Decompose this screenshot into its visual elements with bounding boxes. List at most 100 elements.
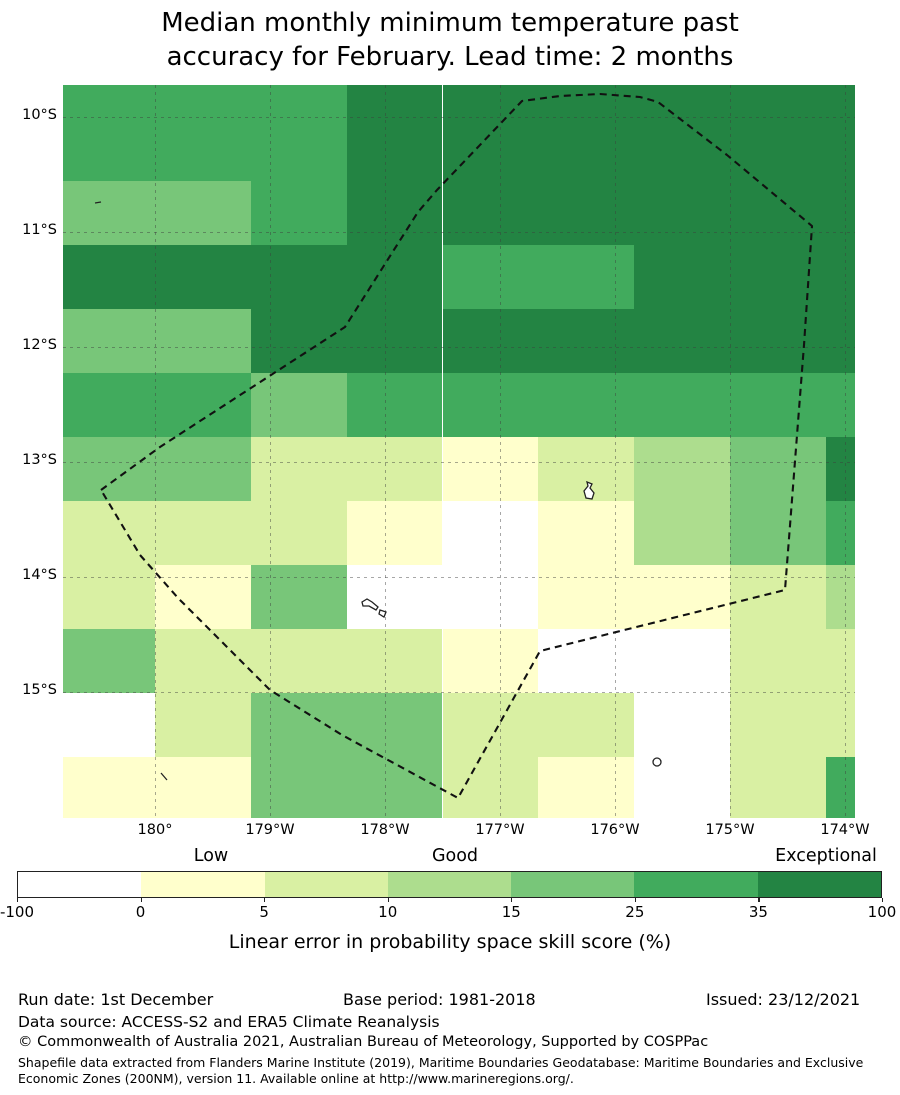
colorbar-category-label: Good	[431, 846, 479, 866]
map-canvas	[63, 85, 855, 818]
map-cell	[730, 501, 826, 565]
colorbar-tick-label: 0	[135, 903, 146, 921]
map-cell	[538, 693, 635, 757]
longitude-gridline	[385, 85, 386, 818]
colorbar-tick	[264, 898, 266, 902]
map-cell	[346, 85, 443, 117]
map-cell	[346, 565, 443, 629]
map-cell	[155, 565, 251, 629]
map-cell	[346, 373, 443, 437]
map-cell	[346, 309, 443, 373]
map-cell	[155, 309, 251, 373]
map-cell	[346, 181, 443, 245]
map-cell	[63, 757, 155, 818]
map-cell	[155, 629, 251, 693]
colorbar-axis-label: Linear error in probability space skill …	[228, 931, 672, 953]
colorbar	[17, 871, 882, 898]
map-cell	[250, 181, 347, 245]
map-cell	[730, 565, 826, 629]
map-cell	[825, 501, 855, 565]
x-tick-label: 174°W	[820, 822, 870, 838]
colorbar-tick	[634, 898, 637, 902]
map-cell	[155, 373, 251, 437]
map-cell	[346, 629, 443, 693]
map-cell	[346, 437, 443, 501]
colorbar-tick	[140, 898, 142, 902]
map-cell	[442, 437, 539, 501]
map-cell	[63, 245, 155, 309]
longitude-gridline	[845, 85, 846, 818]
map-cell	[155, 757, 251, 818]
footer-base-period: Base period: 1981-2018	[343, 990, 536, 1009]
longitude-gridline	[615, 85, 616, 818]
footer-shapefile-note: Shapefile data extracted from Flanders M…	[18, 1055, 864, 1086]
eez-overlay	[94, 92, 814, 800]
map-cell	[155, 501, 251, 565]
map-cell	[730, 373, 826, 437]
map-cell	[63, 85, 155, 117]
map-cell	[634, 309, 730, 373]
colorbar-segment	[511, 872, 635, 897]
map-cell	[155, 181, 251, 245]
page-title: Median monthly minimum temperature past …	[0, 6, 900, 74]
map-cell	[442, 693, 539, 757]
map-cell	[634, 565, 730, 629]
map-cell	[730, 757, 826, 818]
colorbar-category-label: Exceptional	[775, 846, 877, 866]
y-tick-label: 15°S	[22, 682, 57, 698]
longitude-gridline	[730, 85, 731, 818]
map-cell	[250, 629, 347, 693]
map-cell	[155, 693, 251, 757]
map-cell	[442, 373, 539, 437]
colorbar-segment	[141, 872, 265, 897]
map-cell	[250, 373, 347, 437]
map-cell	[825, 181, 855, 245]
x-tick-label: 177°W	[475, 822, 525, 838]
colorbar-segment	[634, 872, 758, 897]
map-cell	[250, 117, 347, 181]
map-cell	[250, 757, 347, 818]
map-cell	[825, 437, 855, 501]
map-cell	[155, 85, 251, 117]
map-cell	[442, 245, 539, 309]
map-cell	[63, 501, 155, 565]
colorbar-tick	[17, 898, 19, 902]
map-cell	[825, 245, 855, 309]
colorbar-tick-label: -100	[0, 903, 35, 921]
colorbar-segment	[264, 872, 388, 897]
map-cell	[442, 565, 539, 629]
map-cell	[538, 245, 635, 309]
colorbar-tick-label: 5	[259, 903, 269, 921]
map-cell	[538, 309, 635, 373]
map-cell	[825, 565, 855, 629]
island-outline	[583, 480, 595, 500]
map-cell	[730, 181, 826, 245]
map-cell	[538, 117, 635, 181]
map-cell	[63, 437, 155, 501]
map-cell	[250, 565, 347, 629]
map-cell	[825, 309, 855, 373]
latitude-gridline	[63, 117, 855, 118]
colorbar-tick	[387, 898, 389, 902]
footer-copyright: © Commonwealth of Australia 2021, Austra…	[18, 1034, 709, 1050]
colorbar-tick	[882, 898, 884, 902]
map-cell	[825, 693, 855, 757]
map-cell	[634, 181, 730, 245]
title-line-2: accuracy for February. Lead time: 2 mont…	[166, 42, 734, 72]
colorbar-segment	[387, 872, 512, 897]
latitude-gridline	[63, 347, 855, 348]
map-cell	[346, 757, 443, 818]
map-cell	[250, 245, 347, 309]
map-cell	[538, 565, 635, 629]
colorbar-tick-label: 15	[501, 903, 521, 921]
colorbar-category-label: Low	[193, 846, 229, 866]
colorbar-tick	[511, 898, 513, 902]
map-cell	[155, 437, 251, 501]
map-cell	[63, 117, 155, 181]
x-tick-label: 175°W	[705, 822, 755, 838]
map-cell	[250, 85, 347, 117]
map-cell	[63, 181, 155, 245]
map-cell	[63, 373, 155, 437]
island-outline	[361, 598, 379, 611]
